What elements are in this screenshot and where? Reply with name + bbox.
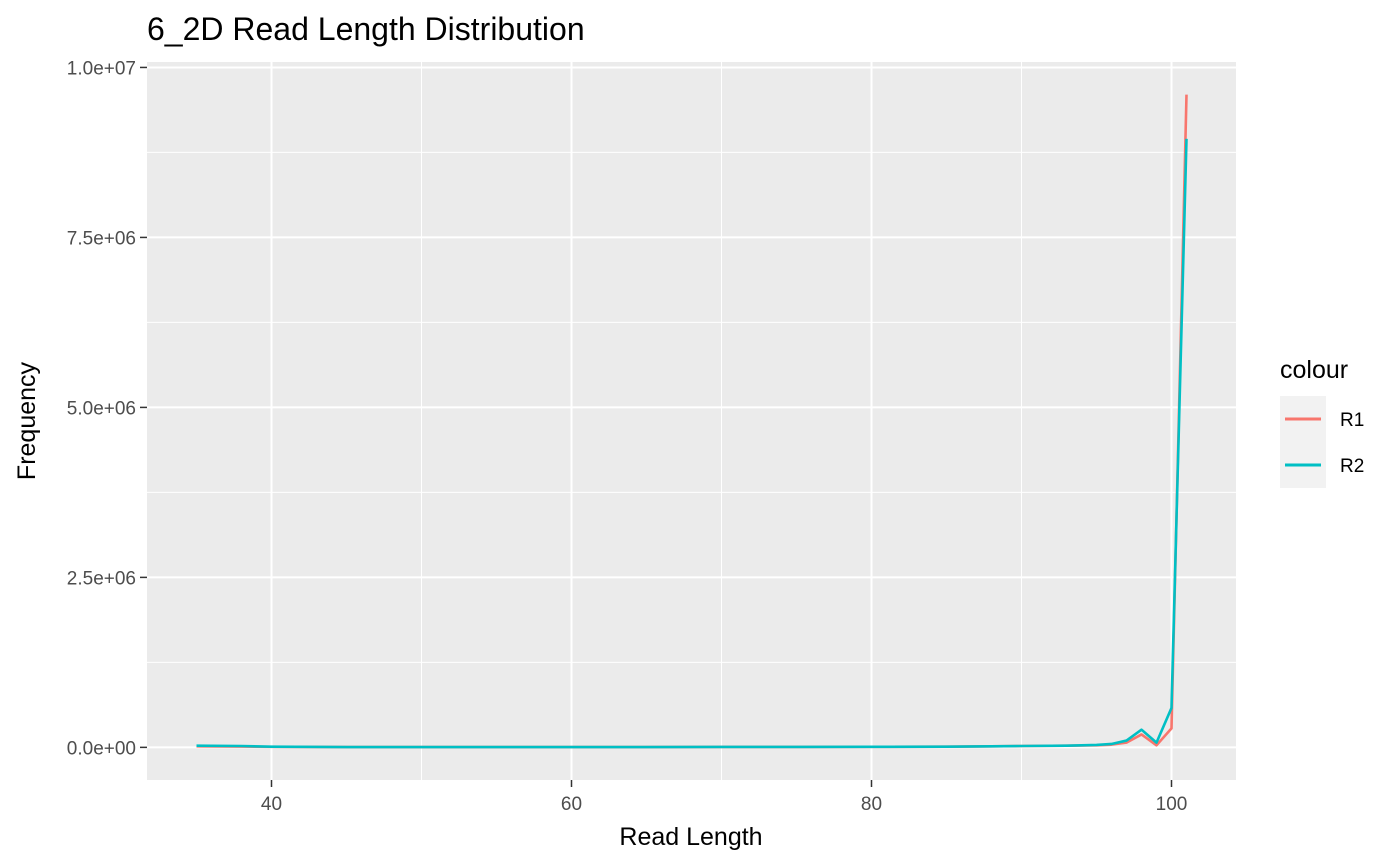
x-tick-label: 100 [1156, 794, 1188, 815]
x-tick-label: 80 [861, 794, 882, 815]
y-axis-title: Frequency [13, 361, 41, 480]
x-tick-label: 40 [261, 794, 282, 815]
plot-panel [147, 62, 1236, 780]
y-tick-label: 2.5e+06 [67, 568, 136, 589]
y-tick-label: 1.0e+07 [67, 58, 136, 79]
legend-title: colour [1280, 356, 1348, 384]
grid-minor [147, 62, 1236, 780]
y-tick-label: 0.0e+00 [67, 738, 136, 759]
y-axis: 0.0e+00 2.5e+06 5.0e+06 7.5e+06 1.0e+07 [67, 58, 147, 759]
series-line-r2 [196, 138, 1188, 749]
x-axis: 40 60 80 100 [261, 780, 1187, 815]
legend-label-r2: R2 [1340, 456, 1364, 477]
legend-label-r1: R1 [1340, 410, 1364, 431]
x-axis-title: Read Length [619, 823, 762, 851]
legend: colour R1 R2 [1280, 356, 1364, 488]
x-tick-label: 60 [561, 794, 582, 815]
chart-title: 6_2D Read Length Distribution [147, 11, 585, 47]
y-tick-label: 7.5e+06 [67, 228, 136, 249]
y-tick-label: 5.0e+06 [67, 398, 136, 419]
series-layer [196, 94, 1188, 749]
